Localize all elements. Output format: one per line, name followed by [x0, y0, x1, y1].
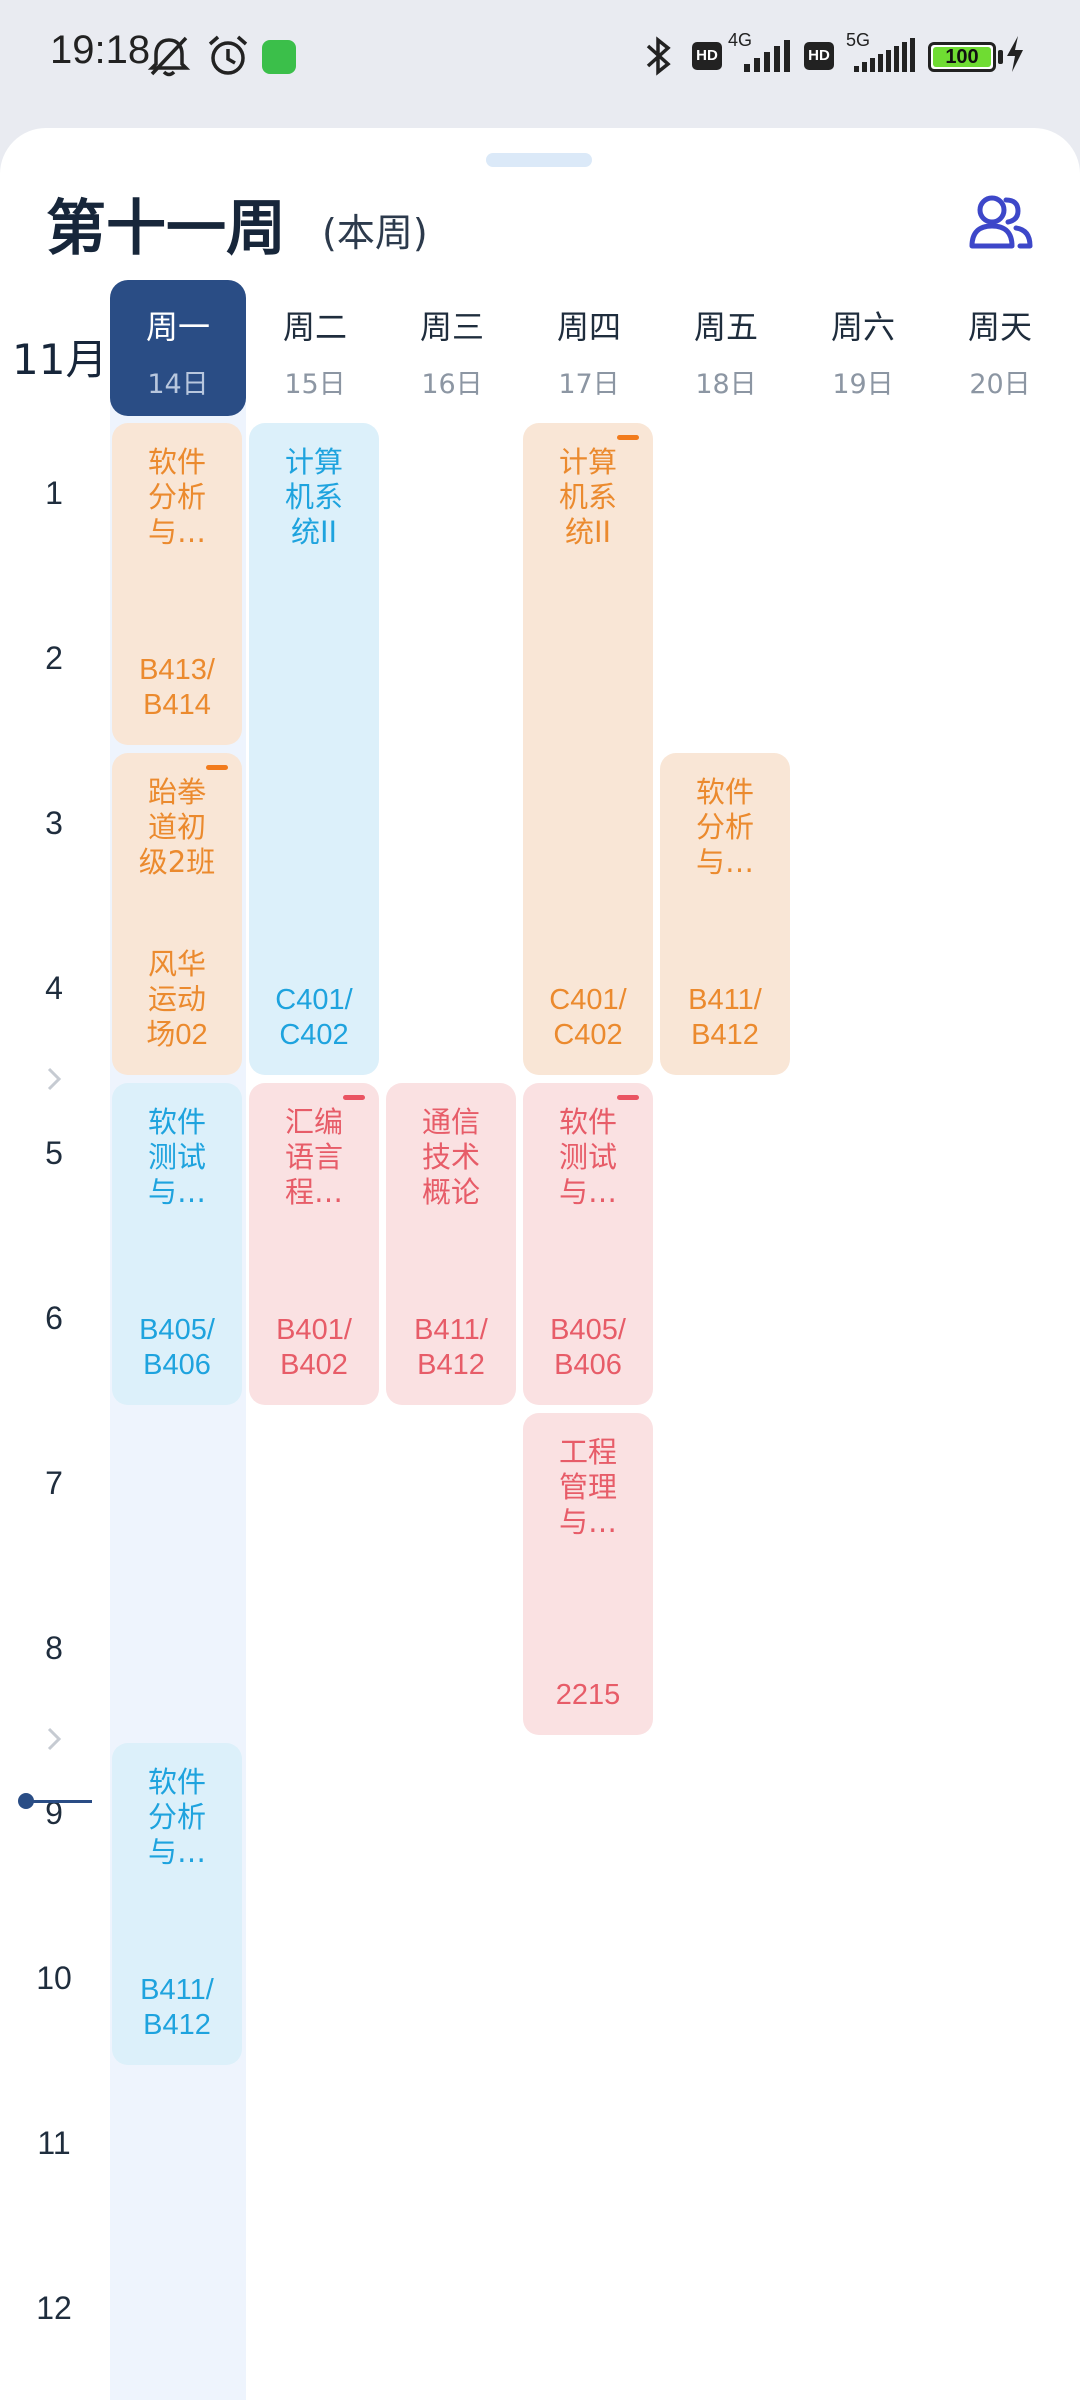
course-name: 软件 测试 与…: [558, 1105, 617, 1209]
period-number: 9: [45, 1795, 63, 1831]
day-header-7[interactable]: 周天 20日: [932, 280, 1068, 416]
day-date: 15日: [284, 369, 346, 400]
course-flag-indicator: [617, 1095, 639, 1100]
course-room: 2215: [555, 1679, 621, 1711]
course-room: B411/B412: [688, 984, 762, 1051]
month-label: 11月: [12, 335, 108, 384]
course-card[interactable]: 软件 分析 与… B411/B412: [112, 1743, 242, 2065]
current-time-line: [26, 1800, 92, 1803]
day-date: 17日: [558, 369, 620, 400]
app-badge-icon: [262, 40, 296, 74]
course-flag-indicator: [343, 1095, 365, 1100]
course-name: 计算 机系 统II: [558, 445, 617, 549]
drag-handle[interactable]: [486, 153, 592, 167]
battery-tip: [998, 50, 1003, 64]
course-room: 风华 运动 场02: [146, 949, 208, 1051]
network-4g-label: 4G: [728, 30, 753, 50]
period-number: 1: [45, 475, 63, 511]
day-name: 周六: [830, 308, 895, 346]
course-card[interactable]: 软件 测试 与… B405/B406: [523, 1083, 653, 1405]
course-room: B413/B414: [139, 654, 215, 721]
course-card[interactable]: 软件 分析 与… B413/B414: [112, 423, 242, 745]
period-number: 2: [45, 640, 63, 676]
course-room: B401/B402: [276, 1314, 352, 1381]
course-name: 跆拳 道初 级2班: [138, 775, 216, 879]
day-header-5[interactable]: 周五 18日: [658, 280, 794, 416]
course-name: 软件 分析 与…: [147, 445, 206, 549]
day-name: 周二: [282, 308, 347, 346]
day-name: 周三: [419, 308, 484, 346]
course-card[interactable]: 计算 机系 统II C401/C402: [523, 423, 653, 1075]
schedule-sheet: 第十一周 (本周) 11月 周一 14日 周二 15日 周三 16日 周四 17日 周五 18日周…: [0, 128, 1080, 2400]
alarm-icon: [208, 35, 248, 75]
battery-icon: 100: [928, 42, 996, 72]
day-header-2[interactable]: 周二 15日: [247, 280, 383, 416]
day-name: 周四: [556, 308, 621, 346]
week-subtitle: (本周): [322, 211, 428, 255]
course-name: 通信 技术 概论: [421, 1105, 480, 1209]
chevron-right-icon[interactable]: [44, 1726, 64, 1752]
signal-4g-icon: [744, 40, 790, 72]
day-name: 周一: [145, 308, 210, 346]
day-date: 20日: [969, 369, 1031, 400]
day-name: 周五: [693, 308, 758, 346]
course-card[interactable]: 通信 技术 概论 B411/B412: [386, 1083, 516, 1405]
period-number: 3: [45, 805, 63, 841]
course-card[interactable]: 软件 测试 与… B405/B406: [112, 1083, 242, 1405]
course-room: C401/C402: [275, 984, 353, 1051]
day-header-6[interactable]: 周六 19日: [795, 280, 931, 416]
course-room: B411/B412: [414, 1314, 488, 1381]
course-name: 工程 管理 与…: [558, 1435, 617, 1539]
day-header-4[interactable]: 周四 17日: [521, 280, 657, 416]
period-number: 11: [37, 2125, 71, 2161]
status-time: 19:18: [50, 28, 151, 72]
status-bar: 19:18 HD 4G HD 5G 100: [0, 0, 1080, 116]
charging-icon: [1007, 36, 1023, 72]
network-5g-label: 5G: [846, 30, 871, 50]
battery-level: 100: [945, 46, 979, 68]
course-flag-indicator: [206, 765, 228, 770]
period-number: 8: [45, 1630, 63, 1666]
signal-5g-icon: [854, 38, 915, 72]
course-name: 软件 分析 与…: [147, 1765, 206, 1869]
course-card[interactable]: 计算 机系 统II C401/C402: [249, 423, 379, 1075]
day-date: 19日: [832, 369, 894, 400]
course-card[interactable]: 工程 管理 与… 2215: [523, 1413, 653, 1735]
day-header-1[interactable]: 周一 14日: [110, 280, 246, 416]
course-card[interactable]: 跆拳 道初 级2班 风华 运动 场02: [112, 753, 242, 1075]
period-number: 5: [45, 1135, 63, 1171]
course-room: B411/B412: [140, 1974, 214, 2041]
day-header-3[interactable]: 周三 16日: [384, 280, 520, 416]
day-date: 16日: [421, 369, 483, 400]
course-name: 汇编 语言 程…: [284, 1105, 343, 1209]
period-number: 6: [45, 1300, 63, 1336]
course-name: 计算 机系 统II: [284, 445, 343, 549]
course-room: B405/B406: [550, 1314, 626, 1381]
course-name: 软件 测试 与…: [147, 1105, 206, 1209]
chevron-right-icon[interactable]: [44, 1066, 64, 1092]
period-number: 4: [45, 970, 63, 1006]
period-number: 7: [45, 1465, 63, 1501]
week-title: 第十一周: [46, 194, 286, 264]
bluetooth-icon: [646, 36, 671, 76]
course-room: C401/C402: [549, 984, 627, 1051]
day-name: 周天: [967, 308, 1032, 346]
people-icon[interactable]: [968, 192, 1034, 252]
course-card[interactable]: 汇编 语言 程… B401/B402: [249, 1083, 379, 1405]
course-flag-indicator: [617, 435, 639, 440]
course-room: B405/B406: [139, 1314, 215, 1381]
course-name: 软件 分析 与…: [695, 775, 754, 879]
hd-icon: HD: [804, 42, 834, 70]
day-date: 18日: [695, 369, 757, 400]
day-date: 14日: [147, 369, 209, 400]
course-card[interactable]: 软件 分析 与… B411/B412: [660, 753, 790, 1075]
period-number: 12: [36, 2290, 72, 2326]
period-number: 10: [36, 1960, 72, 1996]
hd-icon: HD: [692, 42, 722, 70]
mute-icon: [147, 36, 191, 77]
